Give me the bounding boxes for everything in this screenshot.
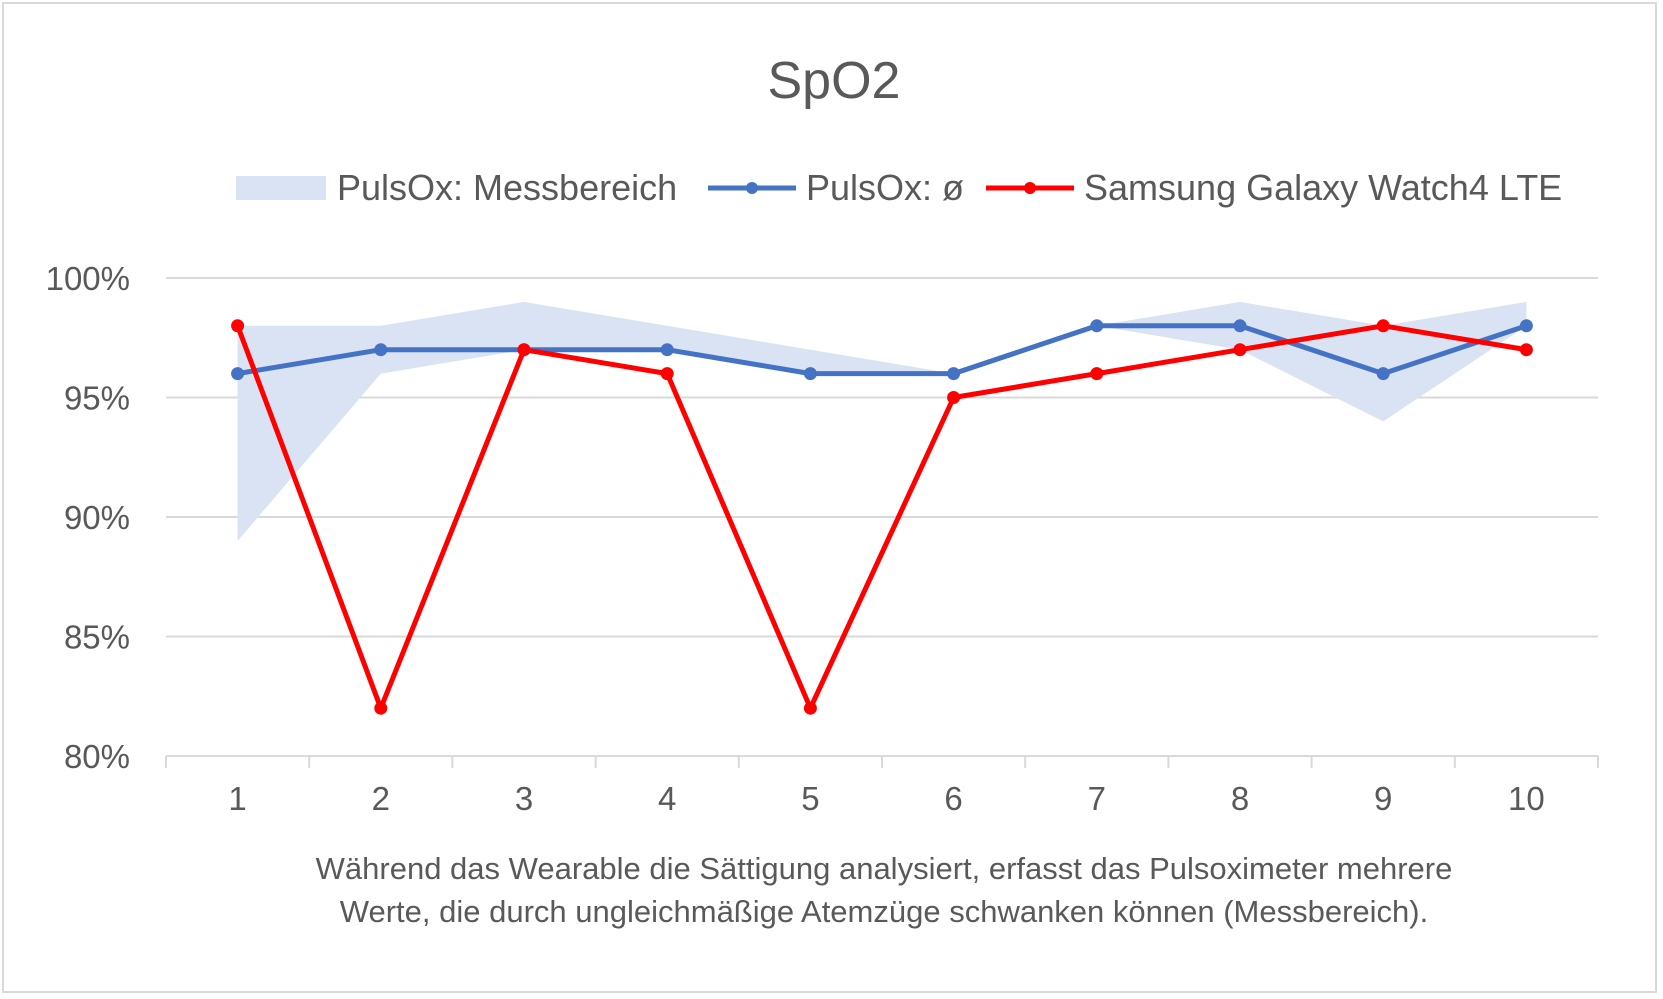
series-point-watch: [803, 701, 817, 715]
range-band-area: [237, 301, 1527, 541]
x-tick-labels: 1 2 3 4 5 6 7 8 9 10: [228, 780, 1544, 817]
series-layer: [231, 319, 1533, 715]
y-tick-label: 90%: [64, 499, 130, 536]
x-tick-label: 2: [372, 780, 390, 817]
x-tick-label: 10: [1508, 780, 1545, 817]
series-point-watch: [231, 319, 245, 333]
legend-label-pulsox-avg: PulsOx: ø: [806, 167, 964, 208]
series-point-pulsox-avg: [803, 367, 817, 381]
series-point-pulsox-avg: [374, 343, 388, 357]
chart-svg: SpO2 PulsOx: Messbereich PulsOx: ø Samsu…: [46, 52, 1599, 929]
x-axis-caption-line-2: Werte, die durch ungleichmäßige Atemzüge…: [340, 894, 1428, 929]
series-point-watch: [947, 391, 961, 404]
y-tick-label: 85%: [64, 619, 130, 656]
series-point-watch: [517, 343, 531, 357]
gridlines: [166, 277, 1598, 638]
chart-title: SpO2: [768, 52, 901, 110]
legend-label-range-band: PulsOx: Messbereich: [337, 167, 677, 208]
x-tick-label: 4: [658, 780, 676, 817]
y-tick-label: 100%: [46, 260, 130, 297]
legend-marker-pulsox-avg: [746, 182, 758, 194]
series-line-pulsox-avg: [237, 323, 1528, 377]
series-point-watch: [660, 367, 674, 381]
series-point-pulsox-avg: [1376, 367, 1390, 381]
range-band-layer: [237, 301, 1527, 541]
legend-swatch-range-band: [236, 176, 326, 200]
x-axis-caption-line-1: Während das Wearable die Sättigung analy…: [316, 851, 1453, 886]
x-tick-label: 9: [1374, 780, 1392, 817]
series-point-pulsox-avg: [1090, 319, 1104, 333]
legend: PulsOx: Messbereich PulsOx: ø Samsung Ga…: [236, 167, 1562, 208]
series-line-watch: [235, 323, 1527, 711]
legend-label-watch: Samsung Galaxy Watch4 LTE: [1084, 167, 1562, 208]
x-tick-label: 6: [944, 780, 962, 817]
y-tick-labels: 80% 85% 90% 95% 100%: [46, 260, 130, 775]
series-point-watch: [1376, 319, 1390, 333]
x-tick-label: 3: [515, 780, 533, 817]
x-axis: [165, 755, 1599, 768]
series-point-pulsox-avg: [231, 367, 245, 381]
series-point-pulsox-avg: [1519, 319, 1533, 333]
x-tick-label: 8: [1231, 780, 1249, 817]
series-point-pulsox-avg: [947, 367, 961, 381]
series-point-watch: [1233, 343, 1247, 357]
x-tick-label: 5: [801, 780, 819, 817]
series-point-watch: [1090, 367, 1104, 381]
x-tick-label: 7: [1088, 780, 1106, 817]
legend-marker-watch: [1024, 182, 1036, 194]
y-tick-label: 95%: [64, 380, 130, 417]
series-point-watch: [1519, 343, 1533, 357]
x-tick-label: 1: [228, 780, 246, 817]
y-tick-label: 80%: [64, 738, 130, 775]
series-point-pulsox-avg: [660, 343, 674, 357]
series-point-pulsox-avg: [1233, 319, 1247, 333]
series-point-watch: [374, 701, 388, 715]
